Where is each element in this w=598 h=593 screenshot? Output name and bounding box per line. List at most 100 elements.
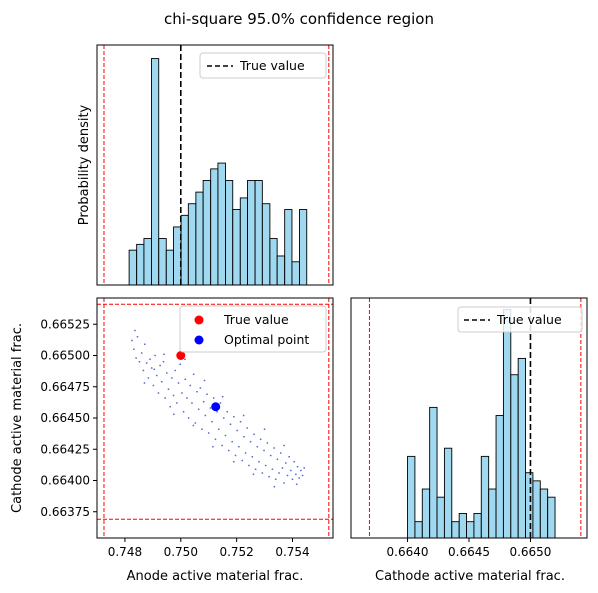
joint-legend: True value Optimal point [179,305,327,353]
anode-hist-bar [247,180,256,286]
scatter-point [172,413,175,416]
scatter-point [202,400,205,403]
scatter-point [276,458,279,461]
cathode-hist-bar [525,472,534,539]
scatter-point [150,367,153,369]
joint-x-ticks: 0.748 0.750 0.752 0.754 [108,538,310,559]
anode-hist-bar [261,203,271,286]
cathode-hist-legend: True value [457,306,583,333]
scatter-point [192,424,195,427]
scatter-point [278,472,280,474]
scatter-point [266,442,269,444]
anode-hist-bar [187,203,197,286]
x-tick-label: 0.752 [219,545,253,559]
legend-blue-dot [194,335,204,345]
scatter-point [252,473,255,476]
anode-hist-bar [195,191,204,286]
cathode-reference-lines [368,298,582,538]
anode-reference-lines [103,45,330,285]
scatter-point [197,408,200,411]
scatter-point [155,374,158,377]
scatter-point [132,348,135,351]
scatter-point [227,449,230,452]
scatter-point [159,364,162,367]
scatter-point [243,435,245,438]
scatter-point [273,485,276,488]
anode-hist-bar [217,162,226,286]
cathode-hist-bar [532,480,541,539]
scatter-point [186,397,188,399]
scatter-point [194,422,197,424]
scatter-point [131,339,133,342]
legend-label-optimal-point: Optimal point [224,332,309,347]
scatter-point [204,414,207,417]
anode-hist-bar [128,249,138,286]
scatter-point [289,469,292,472]
cathode-hist-bar [495,415,504,539]
scatter-point [181,392,183,394]
anode-hist-bar [136,243,145,286]
scatter-point [184,358,186,361]
cathode-hist-bar [517,357,526,539]
anode-hist-bar [239,197,248,286]
scatter-point [147,377,150,379]
scatter-point [160,380,163,383]
scatter-point [189,384,192,387]
x-tick-label: 0.6640 [387,545,429,559]
cathode-histogram-bars [407,308,556,539]
y-tick-label: 0.66400 [40,474,90,488]
joint-key-points [176,351,221,412]
scatter-point [296,465,299,468]
scatter-point [211,420,213,423]
scatter-point [184,378,187,381]
legend-red-dot [194,315,204,325]
anode-hist-bar [180,214,189,286]
cathode-hist-bar [451,521,460,539]
scatter-point [288,455,291,458]
scatter-point [172,394,175,397]
scatter-point [153,368,156,371]
scatter-point [251,455,254,458]
scatter-point [237,445,240,448]
scatter-point [224,434,227,437]
legend-box [457,306,583,333]
joint-y-ticks: 0.66375 0.66400 0.66425 0.66450 0.66475 0.665… [40,317,97,519]
scatter-point [303,467,306,469]
cathode-hist-bar [539,488,549,539]
legend-box [179,305,327,353]
scatter-point [241,459,244,462]
scatter-point [231,440,234,443]
scatter-point [163,353,165,356]
x-tick-label: 0.748 [108,545,142,559]
scatter-point [239,420,242,423]
anode-hist-bar [299,209,308,286]
scatter-point [207,432,210,434]
anode-hist-bar [254,180,263,286]
scatter-point [187,417,190,419]
scatter-point [293,460,296,463]
y-tick-label: 0.66375 [40,505,90,519]
cathode-histogram-panel: 0.6640 0.6645 0.6650 Cathode active materi… [350,297,588,584]
scatter-point [271,468,274,471]
scatter-point [291,478,294,481]
scatter-point [152,384,155,387]
scatter-point [221,395,224,398]
scatter-point [169,405,172,408]
legend-label-true-value: True value [223,312,289,327]
scatter-point [256,445,259,448]
cathode-hist-bar [510,374,519,539]
scatter-point [273,447,275,449]
legend-label-true-value: True value [496,312,562,327]
anode-hist-bar [232,209,241,286]
scatter-point [279,452,282,454]
scatter-point [281,467,284,469]
scatter-point [199,387,202,389]
scatter-point [177,382,180,384]
anode-histogram-bars [128,58,308,286]
cathode-hist-bar [466,521,475,539]
cathode-hist-bar [502,308,512,539]
anode-histogram-panel: Probability density True value [77,44,334,286]
scatter-point [294,473,297,476]
legend-label-true-value: True value [239,58,305,73]
